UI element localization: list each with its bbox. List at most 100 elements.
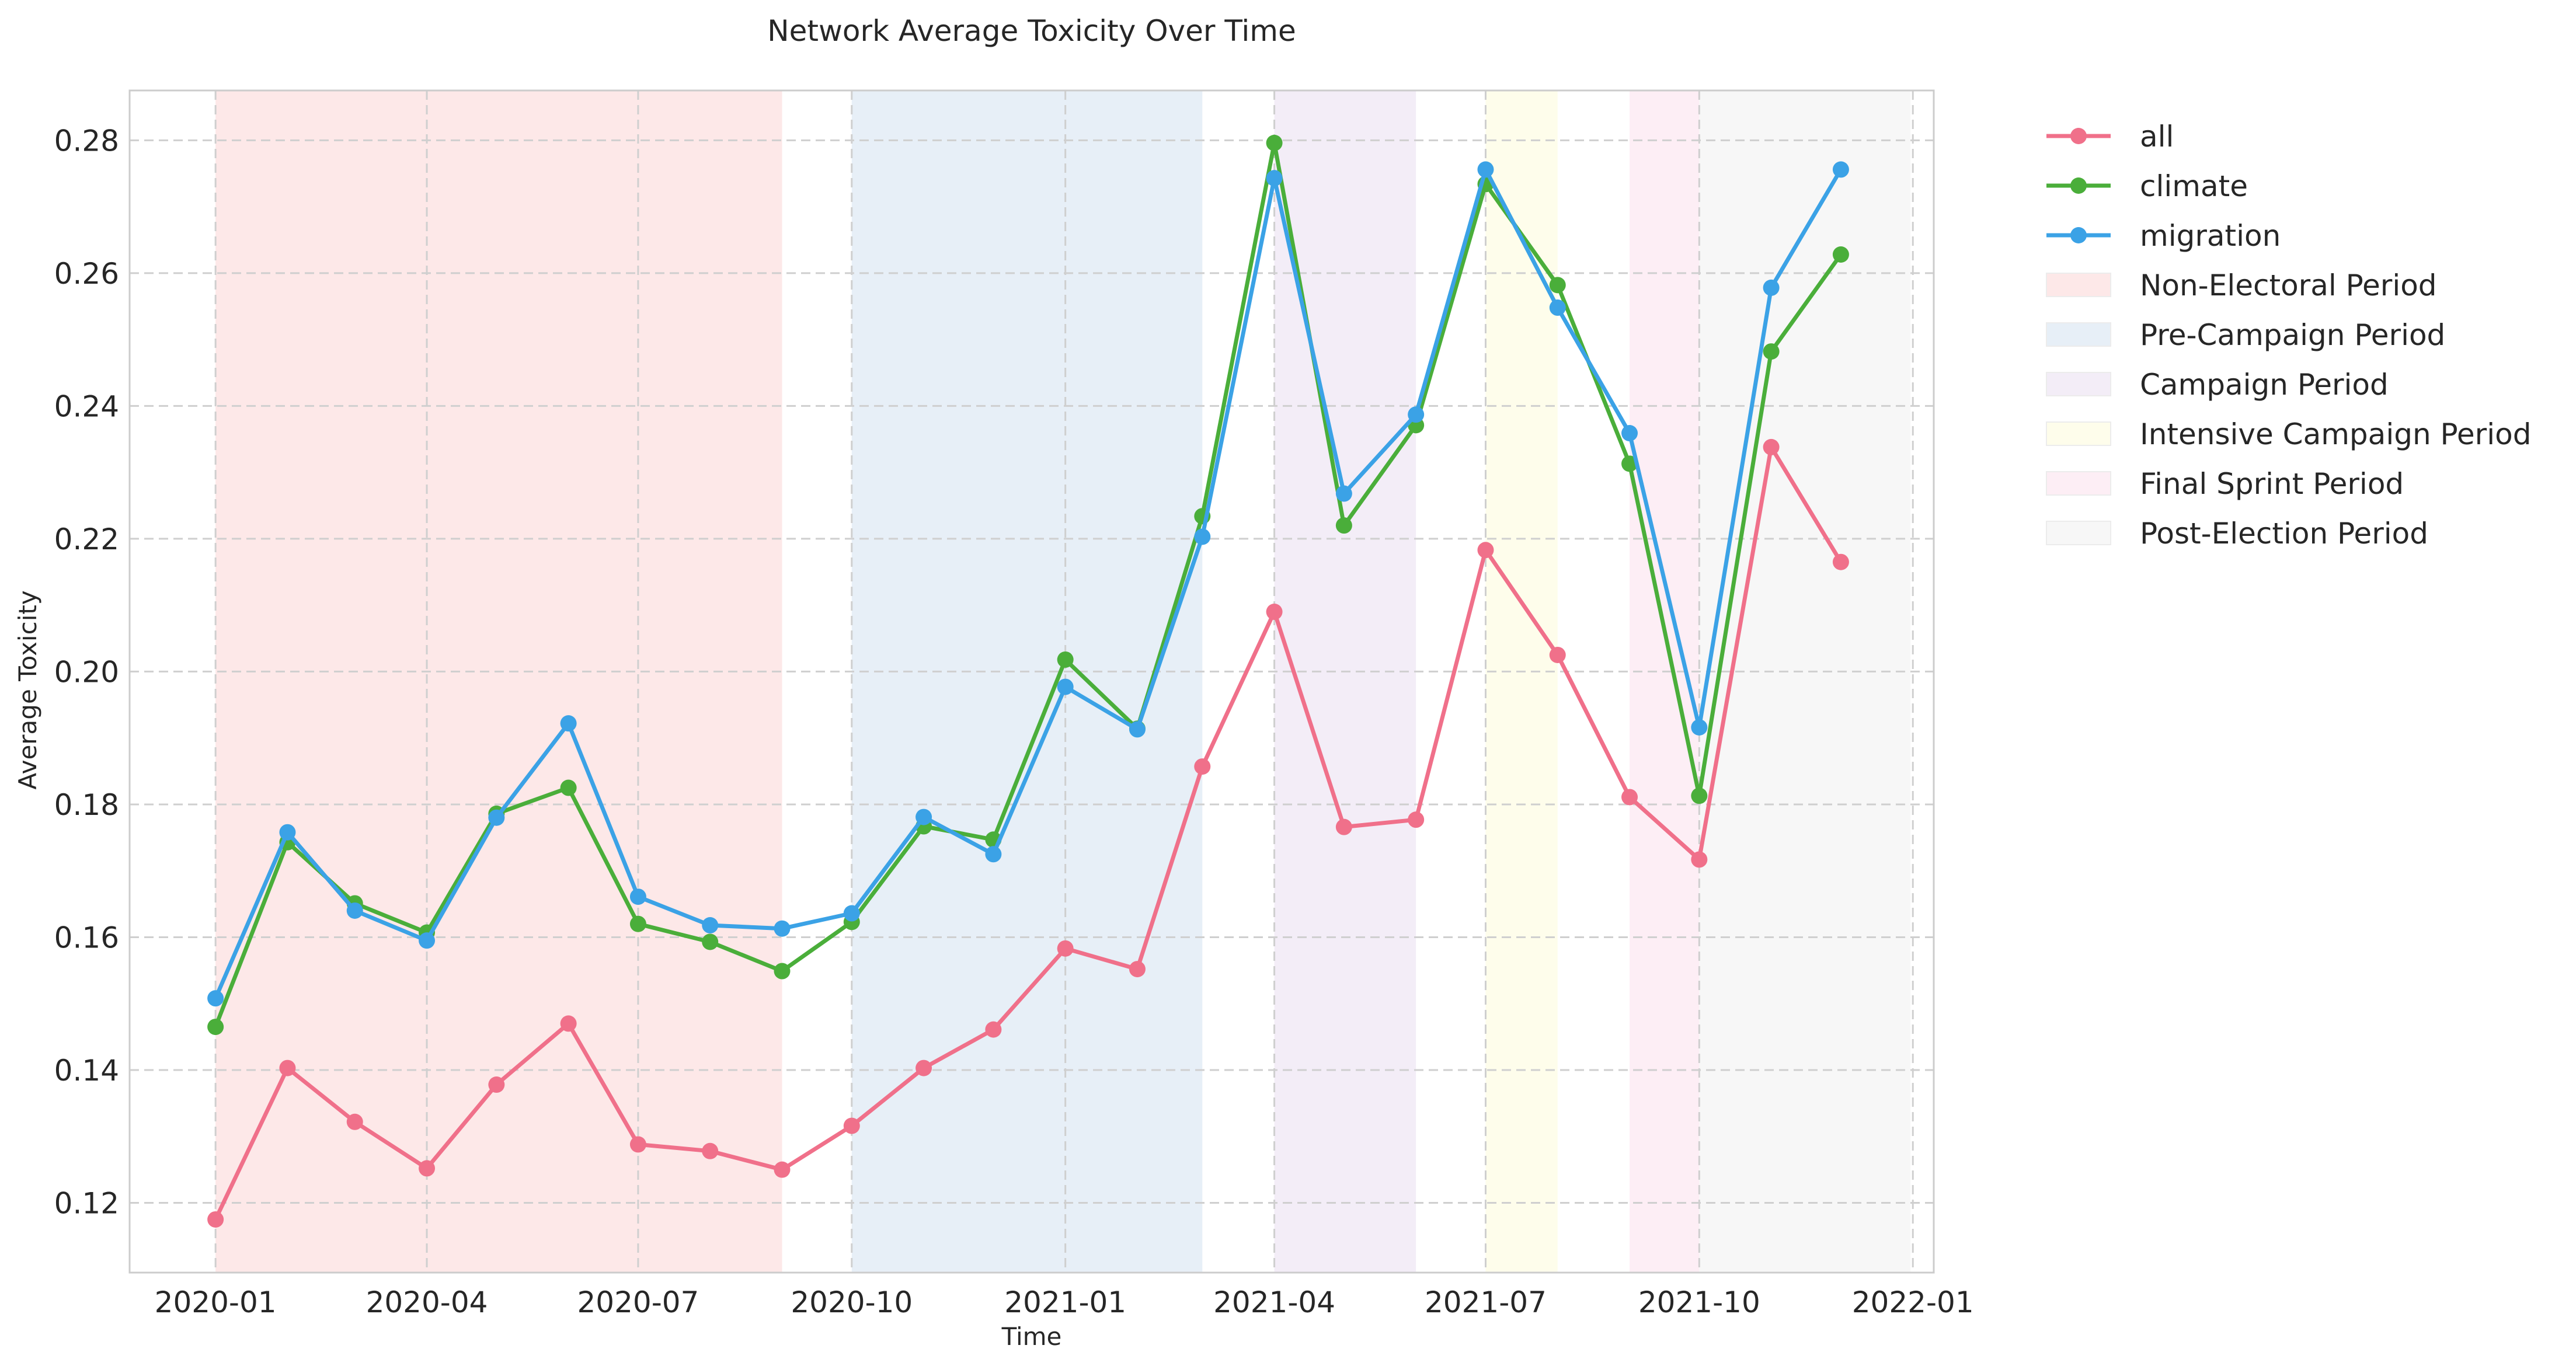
data-point-all (1621, 789, 1638, 806)
data-point-migration (985, 846, 1002, 863)
x-tick-label: 2020-01 (155, 1285, 277, 1319)
series-line-all (213, 445, 1843, 1221)
data-point-all (1549, 646, 1566, 663)
data-point-migration (1763, 279, 1780, 296)
data-point-migration (702, 917, 719, 934)
series-migration (207, 161, 1849, 1007)
data-point-climate (1763, 343, 1780, 360)
y-axis-title: Average Toxicity (13, 590, 42, 789)
data-point-migration (1194, 528, 1211, 545)
data-point-all (207, 1211, 224, 1228)
series-all (207, 438, 1849, 1228)
y-tick-label: 0.20 (54, 655, 119, 689)
data-point-all (1335, 818, 1352, 835)
y-tick-label: 0.14 (54, 1054, 119, 1088)
legend-marker (2070, 227, 2087, 243)
data-point-all (279, 1060, 296, 1076)
x-tick-label: 2021-04 (1213, 1285, 1335, 1319)
data-point-climate (1057, 651, 1074, 668)
legend-band-swatch (2046, 273, 2111, 297)
data-point-migration (419, 932, 436, 949)
x-tick-label: 2020-07 (577, 1285, 699, 1319)
legend-label: Non-Electoral Period (2140, 269, 2437, 302)
y-tick-label: 0.28 (54, 124, 119, 158)
data-point-all (915, 1060, 932, 1076)
data-point-climate (1549, 277, 1566, 294)
legend-entry-period-0: Non-Electoral Period (2046, 269, 2437, 302)
period-band-5 (1699, 90, 1911, 1273)
data-point-all (1477, 542, 1494, 559)
data-point-all (488, 1076, 505, 1093)
data-point-migration (1408, 406, 1425, 423)
legend-band-swatch (2046, 421, 2111, 446)
legend-label: Post-Election Period (2140, 517, 2428, 550)
data-point-climate (1691, 787, 1708, 804)
legend-band-swatch (2046, 322, 2111, 347)
x-axis-ticks: 2020-01 2020-04 2020-07 2020-10 2021-01 2021-… (155, 1285, 1974, 1319)
series-line-migration (213, 167, 1843, 999)
data-point-all (1408, 811, 1425, 828)
data-point-migration (915, 809, 932, 825)
legend-label: all (2140, 120, 2174, 154)
y-tick-label: 0.22 (54, 522, 119, 556)
legend: all climate migration Non-Electoral Period P… (2046, 120, 2531, 550)
legend-label: migration (2140, 219, 2281, 253)
legend-label: Intensive Campaign Period (2140, 417, 2531, 451)
data-point-all (985, 1021, 1002, 1038)
legend-label: Campaign Period (2140, 368, 2389, 402)
legend-label: Pre-Campaign Period (2140, 318, 2445, 352)
period-band-1 (851, 90, 1203, 1273)
x-tick-label: 2020-04 (366, 1285, 488, 1319)
legend-entry-period-2: Campaign Period (2046, 368, 2389, 402)
y-tick-label: 0.24 (54, 389, 119, 423)
plot-frame (128, 89, 1935, 1274)
data-point-migration (1266, 170, 1283, 187)
data-point-migration (1477, 161, 1494, 178)
data-point-all (346, 1113, 363, 1130)
x-axis-title: Time (1001, 1322, 1062, 1351)
data-point-climate (1266, 134, 1283, 151)
data-point-climate (774, 963, 791, 980)
legend-marker (2070, 128, 2087, 144)
legend-entry-period-1: Pre-Campaign Period (2046, 318, 2445, 352)
data-point-all (1266, 604, 1283, 621)
data-point-migration (1691, 719, 1708, 736)
data-point-all (1057, 940, 1074, 957)
data-point-migration (629, 888, 646, 905)
data-point-climate (702, 933, 719, 950)
series-line-climate (213, 141, 1843, 1028)
y-tick-label: 0.12 (54, 1187, 119, 1221)
data-point-climate (207, 1019, 224, 1036)
legend-band-swatch (2046, 521, 2111, 545)
legend-entry-period-3: Intensive Campaign Period (2046, 417, 2531, 451)
data-point-all (702, 1142, 719, 1159)
y-axis-ticks: 0.12 0.14 0.16 0.18 0.20 0.22 0.24 0.26 0.28 (54, 124, 119, 1220)
data-point-climate (1832, 246, 1849, 263)
legend-band-swatch (2046, 471, 2111, 496)
data-point-all (1691, 851, 1708, 868)
data-point-all (1129, 961, 1146, 978)
data-point-climate (1335, 517, 1352, 534)
chart-title: Network Average Toxicity Over Time (767, 14, 1296, 48)
legend-entry-climate: climate (2046, 169, 2248, 203)
data-point-migration (1335, 485, 1352, 502)
data-point-migration (279, 824, 296, 841)
data-point-all (774, 1161, 791, 1178)
data-point-climate (629, 915, 646, 932)
data-point-migration (346, 902, 363, 919)
x-tick-label: 2021-07 (1425, 1285, 1547, 1319)
data-point-migration (1621, 425, 1638, 442)
data-point-all (843, 1117, 860, 1134)
data-point-climate (560, 779, 577, 796)
legend-label: climate (2140, 169, 2248, 203)
data-point-all (1763, 438, 1780, 455)
y-tick-label: 0.26 (54, 257, 119, 291)
legend-marker (2070, 177, 2087, 194)
data-point-migration (1129, 721, 1146, 738)
data-point-migration (1057, 678, 1074, 695)
data-point-all (419, 1160, 436, 1177)
x-tick-label: 2021-01 (1004, 1285, 1126, 1319)
x-tick-label: 2022-01 (1852, 1285, 1974, 1319)
data-point-all (560, 1015, 577, 1032)
